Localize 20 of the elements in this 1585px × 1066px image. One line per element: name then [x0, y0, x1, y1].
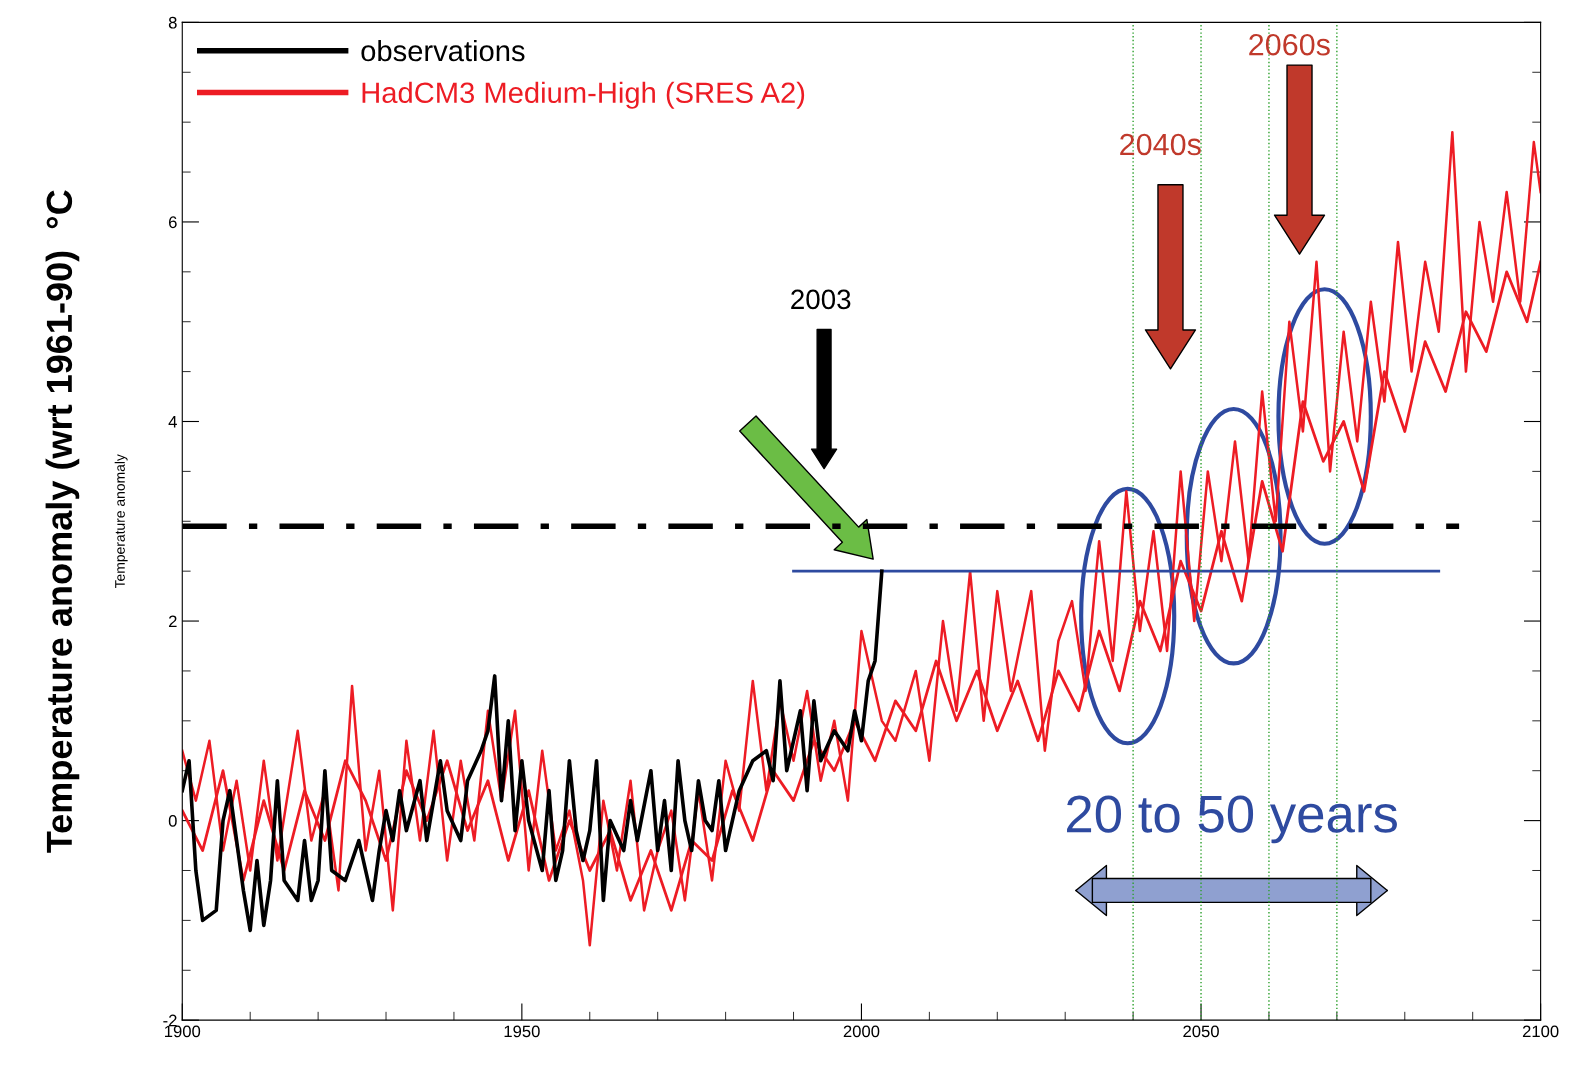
x-tick-label: 1900 — [165, 1025, 201, 1038]
y-tick-label: 4 — [168, 416, 177, 428]
x-tick-label: 2100 — [1522, 1025, 1559, 1038]
y-tick-label: 6 — [168, 216, 177, 229]
annotation: 2060s — [1249, 33, 1330, 56]
x-tick-label: 2000 — [843, 1025, 880, 1038]
y-tick-label: -2 — [163, 1014, 177, 1027]
x-tick-label: 1950 — [504, 1025, 540, 1038]
legend-label: observations — [361, 39, 525, 62]
x-tick-label: 2050 — [1183, 1025, 1219, 1038]
annotation: 20 to 50 years — [1067, 795, 1397, 844]
line-series — [182, 130, 1541, 947]
y-tick-label: 0 — [168, 815, 177, 827]
text: Temperature anomaly — [114, 454, 128, 589]
y-tick-label: 2 — [168, 615, 177, 628]
legend-label: HadCM3 Medium-High (SRES A2) — [362, 81, 805, 109]
y-tick-label: 8 — [168, 16, 177, 29]
annotation: 2040s — [1120, 133, 1201, 156]
y-axis-title: Temperature anomaly (wrt 1961-90) °C — [45, 190, 80, 853]
annotation: 2003 — [791, 289, 851, 310]
